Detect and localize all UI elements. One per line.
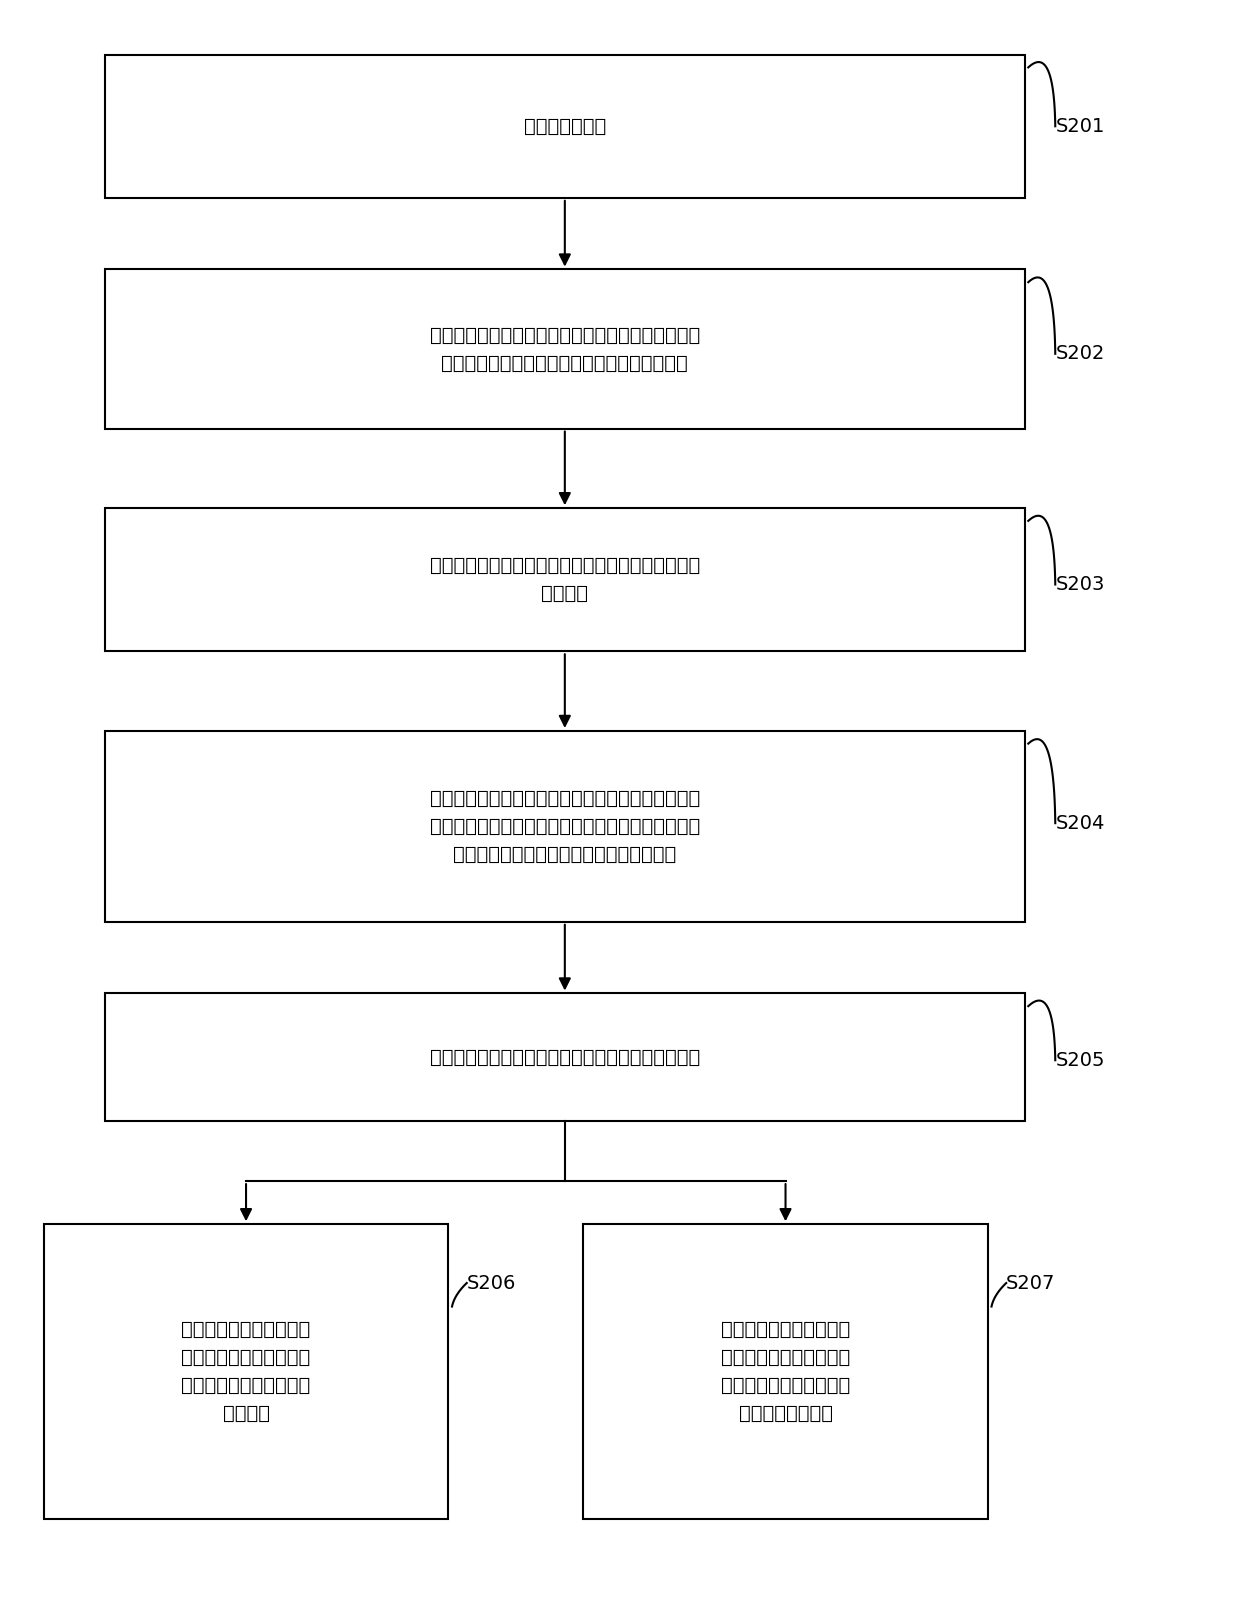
Text: 获取待处理日志: 获取待处理日志 bbox=[523, 117, 606, 136]
FancyBboxPatch shape bbox=[105, 509, 1024, 652]
Text: 若发生网络攻击行为的概
率小于或等于预设攻击阈
值，则输出未发生网络攻
击行为的预测结果: 若发生网络攻击行为的概 率小于或等于预设攻击阈 值，则输出未发生网络攻 击行为的… bbox=[720, 1319, 851, 1422]
Text: S202: S202 bbox=[1055, 345, 1105, 363]
Text: 将每个安全事件数据按照生成时间的顺序输入到攻击
预测模型中，以使攻击预测模型根据多个安全事件数
据的关联关系确定发生网络攻击行为的概率: 将每个安全事件数据按照生成时间的顺序输入到攻击 预测模型中，以使攻击预测模型根据… bbox=[430, 790, 699, 863]
FancyBboxPatch shape bbox=[583, 1225, 988, 1518]
FancyBboxPatch shape bbox=[105, 55, 1024, 197]
Text: 根据待处理日志的特征数据和所属设备信息确定安全
事件数据: 根据待处理日志的特征数据和所属设备信息确定安全 事件数据 bbox=[430, 557, 699, 603]
FancyBboxPatch shape bbox=[105, 993, 1024, 1120]
Text: S207: S207 bbox=[1006, 1273, 1055, 1292]
FancyBboxPatch shape bbox=[43, 1225, 449, 1518]
FancyBboxPatch shape bbox=[105, 270, 1024, 429]
Text: 若发生网络攻击行为的概
率大于预设攻击阈值，则
输出发生网络攻击行为的
预测结果: 若发生网络攻击行为的概 率大于预设攻击阈值，则 输出发生网络攻击行为的 预测结果 bbox=[181, 1319, 311, 1422]
Text: S206: S206 bbox=[466, 1273, 516, 1292]
Text: 根据日志解析模型对待处理日志进行特征提取和识别
，以获得待处理日志的特征数据和所属设备信息: 根据日志解析模型对待处理日志进行特征提取和识别 ，以获得待处理日志的特征数据和所… bbox=[430, 326, 699, 372]
Text: S203: S203 bbox=[1055, 575, 1105, 594]
Text: 将发生网络攻击行为的概率与预设攻击阈值进行对比: 将发生网络攻击行为的概率与预设攻击阈值进行对比 bbox=[430, 1048, 699, 1067]
Text: S204: S204 bbox=[1055, 814, 1105, 833]
FancyBboxPatch shape bbox=[105, 730, 1024, 921]
Text: S201: S201 bbox=[1055, 117, 1105, 136]
Text: S205: S205 bbox=[1055, 1051, 1105, 1071]
